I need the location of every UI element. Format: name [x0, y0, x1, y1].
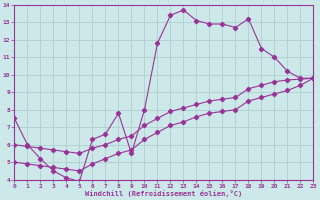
X-axis label: Windchill (Refroidissement éolien,°C): Windchill (Refroidissement éolien,°C): [85, 190, 243, 197]
